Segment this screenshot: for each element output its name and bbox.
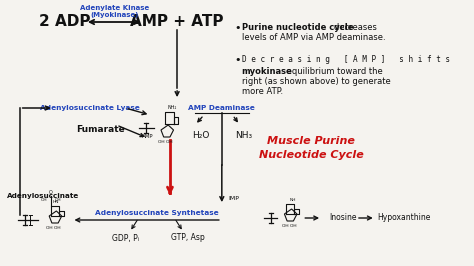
Text: myokinase: myokinase [242,68,292,77]
Text: Hypoxanthine: Hypoxanthine [377,214,431,222]
Text: Adenylosuccinate Lyase: Adenylosuccinate Lyase [39,105,139,111]
Text: OH OH: OH OH [46,226,61,230]
Text: 2 ADP: 2 ADP [39,15,90,30]
Text: Inosine: Inosine [329,214,356,222]
Text: decreases: decreases [242,23,376,32]
Text: levels of AMP via AMP deaminase.: levels of AMP via AMP deaminase. [242,34,385,43]
Text: O: O [49,190,53,195]
Text: Adenylosuccinate: Adenylosuccinate [7,193,79,199]
Text: Adenylate Kinase: Adenylate Kinase [80,5,149,11]
Text: D e c r e a s i n g   [ A M P ]   s h i f t s: D e c r e a s i n g [ A M P ] s h i f t … [242,56,450,64]
Text: NH₂: NH₂ [167,105,176,110]
Text: Adenylosuccinate Synthetase: Adenylosuccinate Synthetase [95,210,219,216]
Text: OH OH: OH OH [158,140,173,144]
Text: H₂O: H₂O [192,131,210,139]
Text: OH OH: OH OH [282,224,296,228]
Text: AMP Deaminase: AMP Deaminase [189,105,255,111]
Text: OH: OH [55,198,61,202]
Text: AMP + ATP: AMP + ATP [130,15,224,30]
Text: NH: NH [289,198,296,202]
Text: IMP: IMP [228,196,239,201]
Text: Purine nucleotide cycle: Purine nucleotide cycle [242,23,353,32]
Text: •: • [234,23,241,33]
Text: GDP, Pᵢ: GDP, Pᵢ [112,234,139,243]
Text: •: • [234,55,241,65]
Text: AMP: AMP [142,134,154,139]
Text: Fumarate: Fumarate [76,126,125,135]
Text: NH₃: NH₃ [235,131,252,139]
Text: Muscle Purine
Nucleotide Cycle: Muscle Purine Nucleotide Cycle [259,136,364,160]
Text: GTP, Asp: GTP, Asp [171,234,205,243]
Text: more ATP.: more ATP. [242,88,283,97]
Text: (Myokinase): (Myokinase) [91,12,139,18]
Text: right (as shown above) to generate: right (as shown above) to generate [242,77,390,86]
Text: OH: OH [41,198,47,202]
Text: equilibrium toward the: equilibrium toward the [283,68,383,77]
Text: HN: HN [52,200,59,204]
